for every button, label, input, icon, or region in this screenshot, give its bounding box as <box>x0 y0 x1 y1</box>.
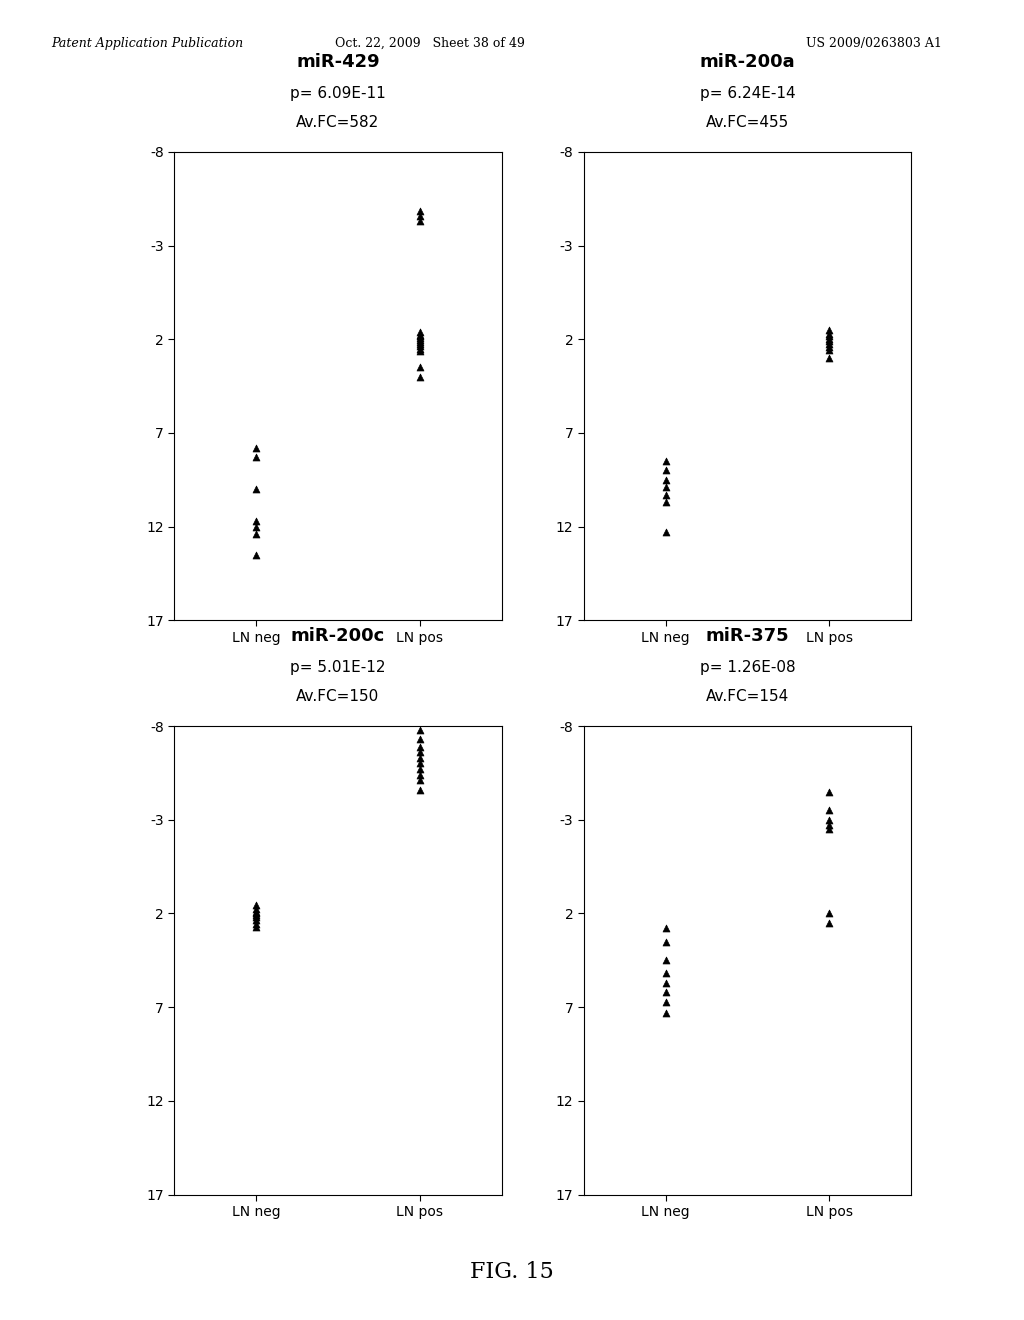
Point <box>412 323 428 345</box>
Point <box>657 982 674 1003</box>
Point <box>657 492 674 513</box>
Point <box>248 904 264 925</box>
Point <box>821 818 838 840</box>
Point <box>248 437 264 458</box>
Point <box>412 759 428 780</box>
Point <box>412 747 428 768</box>
Point <box>821 903 838 924</box>
Point <box>657 1002 674 1023</box>
Point <box>248 516 264 537</box>
Point <box>412 366 428 387</box>
Text: p= 5.01E-12: p= 5.01E-12 <box>290 660 386 676</box>
Point <box>657 962 674 983</box>
Text: Av.FC=582: Av.FC=582 <box>296 115 380 131</box>
Point <box>412 779 428 800</box>
Point <box>821 781 838 803</box>
Point <box>412 341 428 362</box>
Point <box>657 521 674 543</box>
Point <box>657 477 674 498</box>
Point <box>248 907 264 928</box>
Point <box>412 356 428 378</box>
Point <box>248 446 264 467</box>
Point <box>412 321 428 342</box>
Text: Av.FC=154: Av.FC=154 <box>706 689 790 705</box>
Text: Patent Application Publication: Patent Application Publication <box>51 37 244 50</box>
Text: miR-200a: miR-200a <box>699 53 796 71</box>
Point <box>248 909 264 931</box>
Point <box>821 809 838 830</box>
Point <box>412 719 428 741</box>
Point <box>248 511 264 532</box>
Point <box>412 752 428 774</box>
Point <box>657 973 674 994</box>
Point <box>412 334 428 355</box>
Point <box>412 764 428 785</box>
Point <box>657 459 674 480</box>
Text: miR-429: miR-429 <box>296 53 380 71</box>
Text: p= 6.24E-14: p= 6.24E-14 <box>699 86 796 102</box>
Point <box>248 544 264 565</box>
Point <box>657 917 674 939</box>
Point <box>412 770 428 791</box>
Text: US 2009/0263803 A1: US 2009/0263803 A1 <box>806 37 942 50</box>
Point <box>248 913 264 935</box>
Point <box>657 450 674 471</box>
Text: p= 6.09E-11: p= 6.09E-11 <box>290 86 386 102</box>
Point <box>657 469 674 490</box>
Point <box>821 330 838 351</box>
Point <box>821 800 838 821</box>
Point <box>248 524 264 545</box>
Point <box>248 903 264 924</box>
Text: Av.FC=455: Av.FC=455 <box>706 115 790 131</box>
Point <box>248 898 264 919</box>
Text: FIG. 15: FIG. 15 <box>470 1261 554 1283</box>
Point <box>248 895 264 916</box>
Point <box>248 902 264 923</box>
Point <box>821 912 838 933</box>
Text: Av.FC=150: Av.FC=150 <box>296 689 380 705</box>
Point <box>821 347 838 368</box>
Point <box>821 341 838 362</box>
Point <box>821 326 838 347</box>
Point <box>821 334 838 355</box>
Point <box>412 335 428 356</box>
Point <box>657 991 674 1012</box>
Text: miR-375: miR-375 <box>706 627 790 645</box>
Point <box>412 211 428 232</box>
Point <box>412 205 428 226</box>
Point <box>657 950 674 972</box>
Point <box>657 931 674 952</box>
Point <box>248 479 264 500</box>
Point <box>657 484 674 506</box>
Text: p= 1.26E-08: p= 1.26E-08 <box>699 660 796 676</box>
Point <box>412 330 428 351</box>
Point <box>412 331 428 352</box>
Point <box>821 337 838 358</box>
Text: Oct. 22, 2009   Sheet 38 of 49: Oct. 22, 2009 Sheet 38 of 49 <box>335 37 525 50</box>
Point <box>821 329 838 350</box>
Point <box>412 737 428 758</box>
Point <box>412 729 428 750</box>
Point <box>821 319 838 341</box>
Point <box>412 327 428 348</box>
Point <box>412 326 428 347</box>
Point <box>821 323 838 345</box>
Point <box>412 201 428 222</box>
Point <box>412 742 428 763</box>
Point <box>821 814 838 836</box>
Text: miR-200c: miR-200c <box>291 627 385 645</box>
Point <box>412 338 428 359</box>
Point <box>248 917 264 939</box>
